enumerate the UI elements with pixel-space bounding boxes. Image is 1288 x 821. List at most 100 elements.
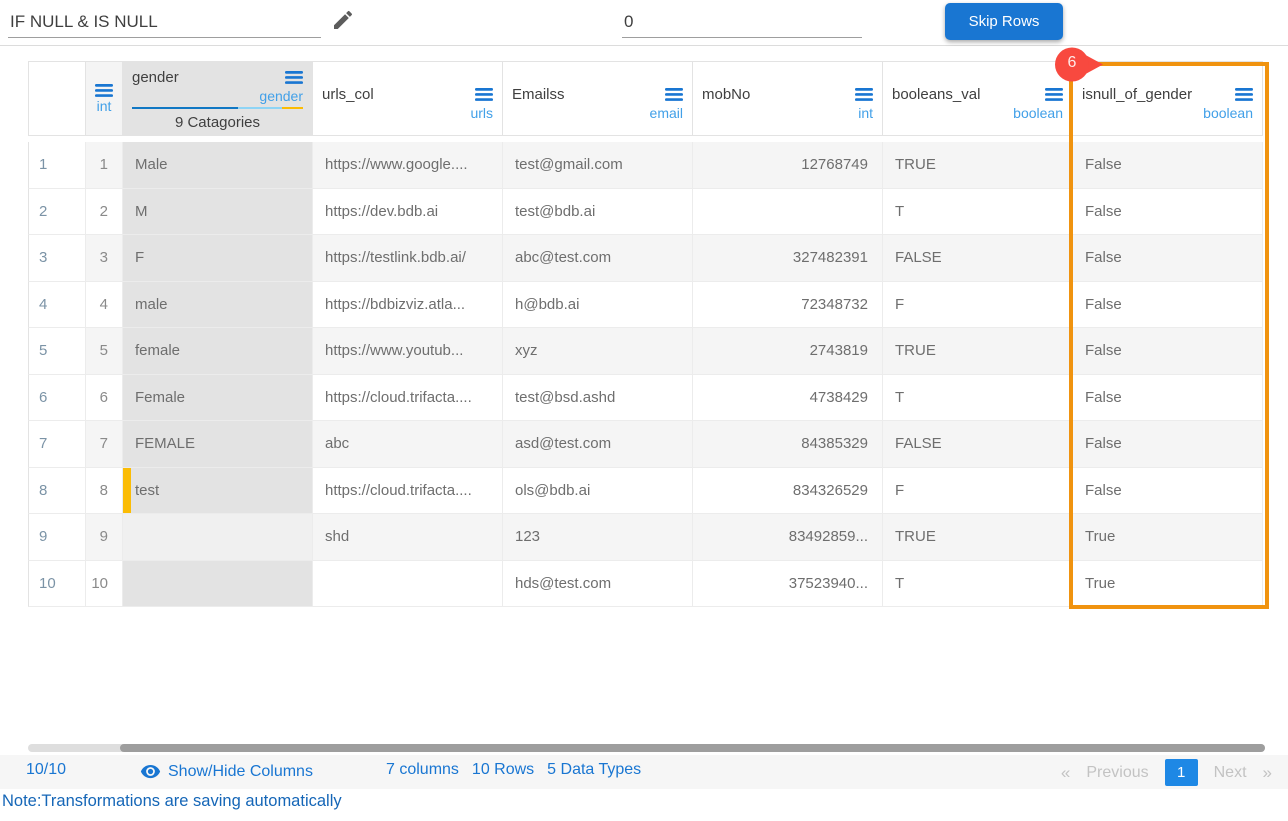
cell-value: 8 — [99, 481, 108, 499]
column-header-booleans_val[interactable]: booleans_val boolean — [883, 61, 1073, 136]
column-header-gender[interactable]: gender gender 9 Catagories — [123, 61, 313, 136]
previous-page-button[interactable]: Previous — [1086, 763, 1149, 781]
cell-value: T — [895, 574, 905, 592]
grid-header-row: int gender gender 9 Catagories urls_col urls E… — [28, 61, 1264, 136]
column-header-urls_col[interactable]: urls_col urls — [313, 61, 503, 136]
horizontal-scrollbar-track[interactable] — [28, 744, 1265, 752]
column-header-rownum — [28, 61, 86, 136]
cell-index: 3 — [86, 235, 123, 282]
mismatch-marker — [123, 467, 131, 513]
column-title: gender — [132, 69, 179, 86]
cell-value: https://cloud.trifacta.... — [325, 388, 472, 406]
column-header-mobno[interactable]: mobNo int — [693, 61, 883, 136]
cell-value: False — [1085, 202, 1122, 220]
cell-value: TRUE — [895, 342, 936, 360]
column-type-label: boolean — [1013, 105, 1063, 121]
cell-value: True — [1085, 528, 1116, 546]
cell-booleans_val: F — [883, 281, 1073, 328]
cell-gender: female — [123, 328, 313, 375]
cell-gender: F — [123, 235, 313, 282]
skip-rows-button[interactable]: Skip Rows — [945, 3, 1063, 40]
cell-isnull_of_gender: False — [1073, 467, 1263, 514]
cell-value: False — [1085, 295, 1122, 313]
cell-value: F — [895, 295, 905, 313]
row-number-cell: 7 — [28, 421, 86, 468]
cell-emailss: hds@test.com — [503, 560, 693, 607]
table-row: 10 10 hds@test.com 37523940... T True — [28, 560, 1264, 607]
cell-urls_col: https://testlink.bdb.ai/ — [313, 235, 503, 282]
show-hide-columns-button[interactable]: Show/Hide Columns — [140, 761, 313, 782]
cell-mobno: 37523940... — [693, 560, 883, 607]
column-title: urls_col — [322, 86, 374, 103]
cell-value: FALSE — [895, 435, 942, 453]
cell-value: abc@test.com — [515, 249, 612, 267]
column-type-label: boolean — [1203, 105, 1253, 121]
cell-gender — [123, 514, 313, 561]
grid-summary: 7 columns 10 Rows 5 Data Types — [386, 761, 641, 779]
pencil-icon — [331, 10, 355, 35]
cell-value: 4738429 — [809, 388, 868, 406]
table-row: 1 1 Male https://www.google.... test@gmail.c… — [28, 142, 1264, 189]
cell-index: 4 — [86, 281, 123, 328]
row-number-cell: 9 — [28, 514, 86, 561]
cell-value: M — [135, 202, 148, 220]
column-menu-icon[interactable] — [1235, 88, 1253, 101]
column-menu-icon[interactable] — [1045, 88, 1063, 101]
category-distribution-bar — [132, 107, 303, 109]
cell-gender: M — [123, 188, 313, 235]
cell-urls_col: https://cloud.trifacta.... — [313, 374, 503, 421]
column-menu-icon[interactable] — [665, 88, 683, 101]
cell-value: False — [1085, 342, 1122, 360]
cell-emailss: xyz — [503, 328, 693, 375]
cell-value: FEMALE — [135, 435, 196, 453]
cell-mobno: 327482391 — [693, 235, 883, 282]
last-page-arrow[interactable]: » — [1262, 762, 1272, 782]
next-page-button[interactable]: Next — [1213, 763, 1247, 781]
column-menu-icon[interactable] — [95, 83, 113, 97]
row-number-cell: 10 — [28, 560, 86, 607]
cell-gender — [123, 560, 313, 607]
cell-isnull_of_gender: False — [1073, 421, 1263, 468]
cell-value: TRUE — [895, 156, 936, 174]
cell-gender: FEMALE — [123, 421, 313, 468]
cell-mobno: 2743819 — [693, 328, 883, 375]
cell-isnull_of_gender: False — [1073, 188, 1263, 235]
cell-booleans_val: T — [883, 374, 1073, 421]
edit-transform-button[interactable] — [330, 8, 356, 34]
cell-value: T — [895, 388, 905, 406]
cell-value: False — [1085, 481, 1122, 499]
cell-emailss: test@bsd.ashd — [503, 374, 693, 421]
transform-name-input[interactable] — [8, 6, 321, 38]
column-header-index[interactable]: int — [86, 61, 123, 136]
column-header-isnull_of_gender[interactable]: isnull_of_gender boolean — [1073, 61, 1263, 136]
table-row: 7 7 FEMALE abc asd@test.com 84385329 FALSE Fals… — [28, 421, 1264, 468]
column-menu-icon[interactable] — [475, 88, 493, 101]
cell-booleans_val: F — [883, 467, 1073, 514]
cell-value: 10 — [91, 574, 108, 592]
cell-booleans_val: TRUE — [883, 328, 1073, 375]
cell-gender: male — [123, 281, 313, 328]
first-page-arrow[interactable]: « — [1060, 762, 1071, 782]
cell-mobno: 72348732 — [693, 281, 883, 328]
cell-mobno: 83492859... — [693, 514, 883, 561]
pagination: « Previous 1 Next » — [1061, 759, 1272, 786]
column-header-emailss[interactable]: Emailss email — [503, 61, 693, 136]
current-page-button[interactable]: 1 — [1164, 759, 1198, 786]
cell-value: 4 — [99, 295, 108, 313]
cell-value: https://www.youtub... — [325, 342, 464, 360]
skip-rows-count-input[interactable] — [622, 6, 862, 38]
column-menu-icon[interactable] — [285, 71, 303, 84]
horizontal-scrollbar-thumb[interactable] — [120, 744, 1265, 752]
cell-value: male — [135, 295, 168, 313]
cell-mobno: 12768749 — [693, 142, 883, 189]
cell-booleans_val: FALSE — [883, 421, 1073, 468]
row-number-cell: 4 — [28, 281, 86, 328]
cell-value: 5 — [99, 342, 108, 360]
cell-value: 12768749 — [801, 156, 868, 174]
cell-booleans_val: FALSE — [883, 235, 1073, 282]
column-menu-icon[interactable] — [855, 88, 873, 101]
column-type-label: int — [858, 105, 873, 121]
cell-value: 6 — [99, 388, 108, 406]
cell-emailss: 123 — [503, 514, 693, 561]
